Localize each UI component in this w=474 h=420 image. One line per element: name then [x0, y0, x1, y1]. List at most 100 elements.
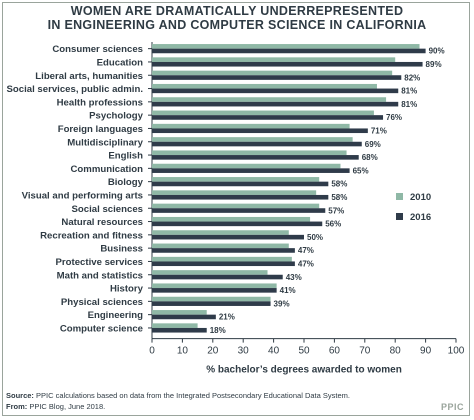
bar-2016 — [152, 88, 399, 94]
value-label: 47% — [298, 246, 314, 255]
legend-swatch-2016 — [396, 213, 403, 220]
from-text: PPIC Blog, June 2018. — [29, 402, 106, 411]
from-label: From: — [6, 402, 28, 411]
value-label: 71% — [371, 126, 387, 135]
bar-2016 — [152, 101, 399, 107]
value-label: 41% — [280, 286, 296, 295]
chart-frame — [2, 2, 470, 416]
bar-2010 — [152, 70, 393, 76]
bar-2016 — [152, 301, 271, 306]
category-label: Physical sciences — [61, 297, 143, 308]
bar-2010 — [152, 283, 277, 289]
x-tick-label: 10 — [177, 346, 189, 357]
legend-label-2010: 2010 — [410, 192, 431, 203]
bar-2016 — [152, 128, 368, 134]
bar-2010 — [152, 83, 377, 89]
category-label: Multidisciplinary — [67, 137, 143, 148]
value-label: 58% — [331, 180, 347, 189]
bar-2010 — [152, 243, 289, 249]
category-label: Foreign languages — [58, 124, 143, 135]
x-tick-label: 60 — [329, 346, 341, 357]
bar-2010 — [152, 177, 320, 182]
bar-2010 — [152, 110, 374, 116]
value-label: 47% — [298, 259, 314, 268]
value-label: 89% — [426, 60, 442, 69]
x-axis-label: % bachelor’s degrees awarded to women — [206, 365, 402, 376]
bar-2016 — [152, 288, 277, 293]
bar-2010 — [152, 296, 271, 302]
category-label: Recreation and fitness — [40, 230, 143, 241]
bar-2010 — [152, 44, 420, 49]
bar-2016 — [152, 327, 207, 333]
bar-2010 — [152, 256, 292, 262]
category-label: History — [110, 284, 144, 295]
bar-2016 — [152, 48, 426, 54]
bar-2010 — [152, 270, 268, 275]
x-tick-label: 80 — [390, 346, 402, 357]
value-label: 65% — [353, 166, 369, 175]
bar-2016 — [152, 234, 304, 240]
bar-2016 — [152, 141, 362, 147]
category-label: English — [108, 151, 143, 162]
category-label: Math and statistics — [57, 270, 143, 281]
value-label: 81% — [401, 87, 417, 96]
value-label: 68% — [362, 153, 378, 162]
value-label: 18% — [210, 326, 226, 335]
bar-2010 — [152, 190, 317, 195]
x-tick-label: 100 — [448, 346, 465, 357]
bar-2016 — [152, 274, 283, 280]
x-tick-label: 70 — [359, 346, 371, 357]
value-label: 82% — [404, 73, 420, 82]
value-label: 39% — [274, 299, 290, 308]
bar-2010 — [152, 323, 198, 328]
bar-2010 — [152, 123, 350, 129]
bar-2010 — [152, 97, 387, 102]
bar-2016 — [152, 208, 326, 213]
bar-2010 — [152, 163, 341, 169]
bar-2010 — [152, 310, 207, 315]
chart-title-line-1: WOMEN ARE DRAMATICALLY UNDERREPRESENTED — [70, 4, 404, 18]
category-label: Liberal arts, humanities — [35, 71, 143, 82]
source-text: PPIC calculations based on data from the… — [36, 391, 350, 400]
value-label: 81% — [401, 100, 417, 109]
category-label: Psychology — [89, 111, 144, 122]
category-label: Business — [100, 244, 143, 255]
ppic-logo: PPIC — [441, 402, 464, 412]
bar-2016 — [152, 155, 359, 160]
legend-swatch-2010 — [396, 193, 403, 200]
bar-2016 — [152, 181, 329, 187]
bar-2016 — [152, 61, 423, 67]
category-label: Social services, public admin. — [6, 84, 143, 95]
legend-label-2016: 2016 — [410, 212, 431, 223]
bar-2016 — [152, 194, 329, 200]
value-label: 56% — [325, 220, 341, 229]
bar-2016 — [152, 221, 323, 227]
category-label: Engineering — [88, 310, 144, 321]
category-label: Visual and performing arts — [22, 190, 143, 201]
x-tick-label: 50 — [298, 346, 310, 357]
bar-2010 — [152, 137, 353, 142]
chart-title-line-2: IN ENGINEERING AND COMPUTER SCIENCE IN C… — [47, 18, 427, 32]
chart-footer: Source: PPIC calculations based on data … — [6, 390, 350, 412]
value-label: 69% — [365, 140, 381, 149]
value-label: 90% — [429, 47, 445, 56]
category-label: Natural resources — [61, 217, 143, 228]
category-label: Consumer sciences — [52, 44, 143, 55]
bar-2016 — [152, 248, 295, 253]
bar-2010 — [152, 230, 289, 235]
bar-2016 — [152, 261, 295, 267]
category-label: Communication — [71, 164, 144, 175]
bar-2016 — [152, 115, 384, 120]
value-label: 57% — [328, 206, 344, 215]
bar-2010 — [152, 150, 347, 156]
x-tick-label: 20 — [207, 346, 219, 357]
x-tick-label: 40 — [268, 346, 280, 357]
value-label: 50% — [307, 233, 323, 242]
value-label: 43% — [286, 273, 302, 282]
value-label: 76% — [386, 113, 402, 122]
bar-2010 — [152, 203, 320, 209]
bar-2010 — [152, 57, 396, 62]
bar-2010 — [152, 216, 311, 222]
bar-2016 — [152, 75, 402, 80]
